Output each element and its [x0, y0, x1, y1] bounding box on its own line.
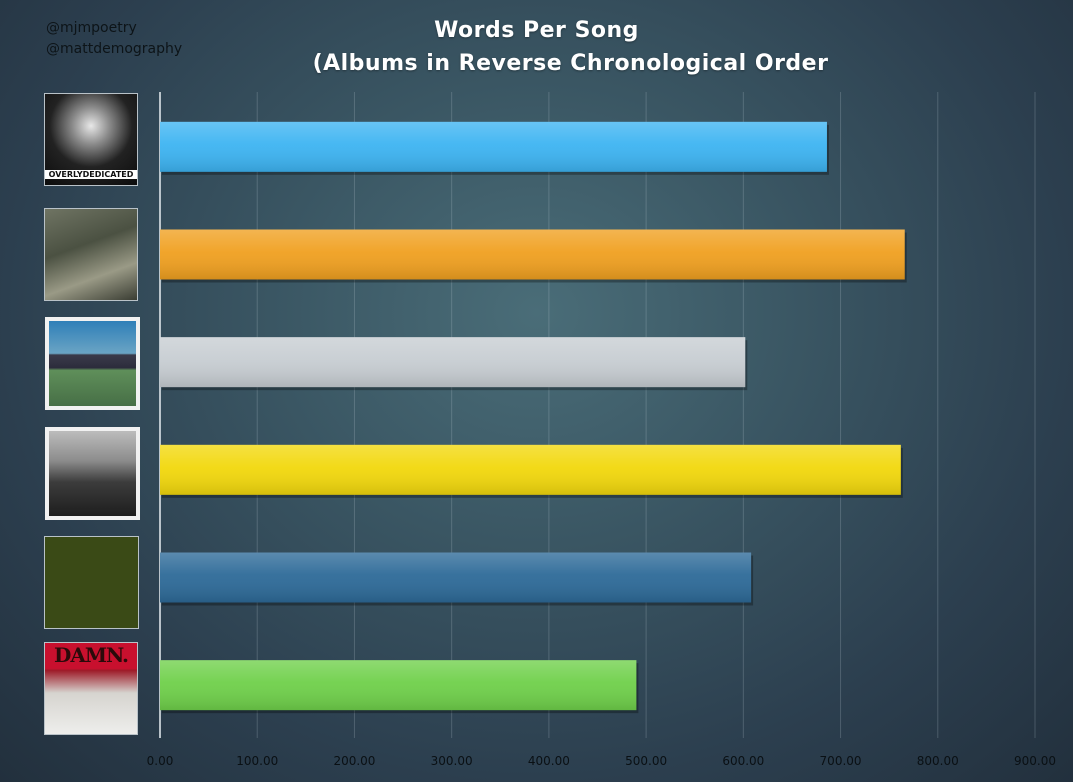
bar-gloss [160, 660, 637, 711]
x-tick-label: 700.00 [820, 754, 862, 768]
x-tick-label: 100.00 [236, 754, 278, 768]
to-pimp-a-butterfly-cover [45, 427, 140, 520]
chart-subtitle: (Albums in Reverse Chronological Order [312, 51, 829, 76]
chart-title-block: Words Per Song (Albums in Reverse Chrono… [0, 14, 1073, 80]
x-tick-label: 900.00 [1014, 754, 1056, 768]
bar-gloss [160, 337, 746, 388]
credit-handle-2: @mattdemography [46, 41, 183, 57]
overly-dedicated-cover-lettering: OVERLYDEDICATED [45, 170, 137, 179]
chart-title: Words Per Song [434, 18, 639, 43]
credits: @mjmpoetry @mattdemography [46, 18, 182, 60]
x-tick-label: 300.00 [431, 754, 473, 768]
x-tick-label: 0.00 [147, 754, 174, 768]
x-tick-label: 500.00 [625, 754, 667, 768]
section-80-cover [44, 208, 138, 301]
x-tick-label: 200.00 [333, 754, 375, 768]
overly-dedicated-cover: OVERLYDEDICATED [44, 93, 138, 186]
bar-gloss [160, 229, 905, 280]
x-tick-label: 400.00 [528, 754, 570, 768]
untitled-unmastered-cover [44, 536, 139, 629]
bar-gloss [160, 444, 901, 495]
bar-gloss [160, 552, 752, 603]
damn-cover-lettering: DAMN. [54, 643, 129, 667]
good-kid-maad-city-cover [45, 317, 140, 410]
bar-gloss [160, 121, 827, 172]
x-tick-label: 600.00 [722, 754, 764, 768]
credit-handle-1: @mjmpoetry [46, 20, 137, 36]
x-tick-label: 800.00 [917, 754, 959, 768]
damn-cover: DAMN. [44, 642, 138, 735]
